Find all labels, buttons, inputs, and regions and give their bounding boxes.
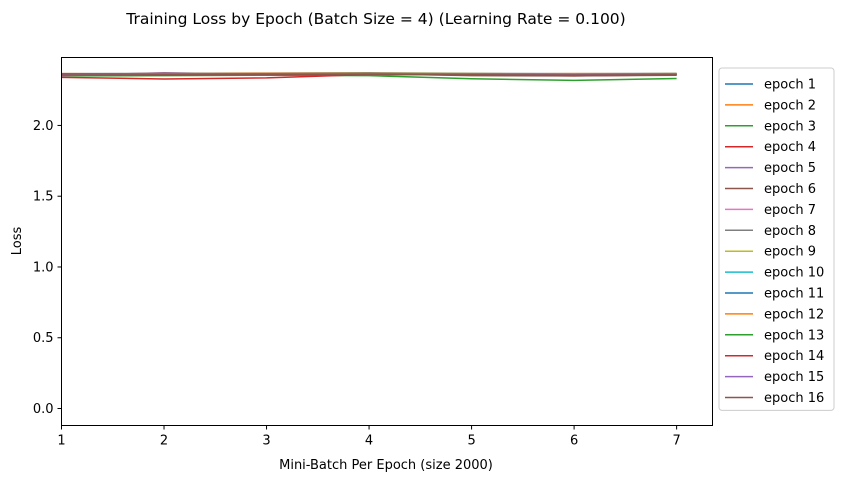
legend-label: epoch 14 [764, 349, 824, 364]
x-tick-label: 3 [262, 434, 270, 449]
legend-label: epoch 6 [764, 182, 816, 197]
legend-label: epoch 13 [764, 328, 824, 343]
x-tick-label: 4 [365, 434, 373, 449]
legend-label: epoch 7 [764, 203, 816, 218]
x-tick-label: 5 [467, 434, 475, 449]
legend-label: epoch 8 [764, 224, 816, 239]
legend-label: epoch 16 [764, 391, 824, 406]
legend-label: epoch 3 [764, 119, 816, 134]
chart-title: Training Loss by Epoch (Batch Size = 4) … [125, 10, 625, 28]
series-line-epoch-16 [61, 73, 677, 76]
legend-frame [718, 67, 835, 411]
legend-label: epoch 10 [764, 266, 824, 281]
y-tick-label: 1.5 [33, 190, 54, 205]
legend-label: epoch 9 [764, 245, 816, 260]
legend-label: epoch 5 [764, 161, 816, 176]
x-tick-label: 6 [570, 434, 578, 449]
y-tick-label: 0.0 [33, 402, 54, 417]
legend-label: epoch 4 [764, 140, 816, 155]
y-axis-label: Loss [10, 227, 25, 256]
legend-label: epoch 11 [764, 287, 824, 302]
y-tick-label: 0.5 [33, 331, 54, 346]
legend-label: epoch 1 [764, 78, 816, 93]
legend-label: epoch 2 [764, 98, 816, 113]
legend: epoch 1 epoch 2 epoch 3 epoch 4 epoch 5 epoch… [718, 67, 835, 411]
x-tick-label: 1 [57, 434, 65, 449]
legend-label: epoch 15 [764, 370, 824, 385]
plot-area-frame [61, 57, 713, 426]
x-tick-label: 7 [672, 434, 680, 449]
legend-label: epoch 12 [764, 307, 824, 322]
x-tick-label: 2 [160, 434, 168, 449]
y-tick-label: 1.0 [33, 260, 54, 275]
y-tick-label: 2.0 [33, 119, 54, 134]
x-axis-label: Mini-Batch Per Epoch (size 2000) [279, 458, 493, 473]
